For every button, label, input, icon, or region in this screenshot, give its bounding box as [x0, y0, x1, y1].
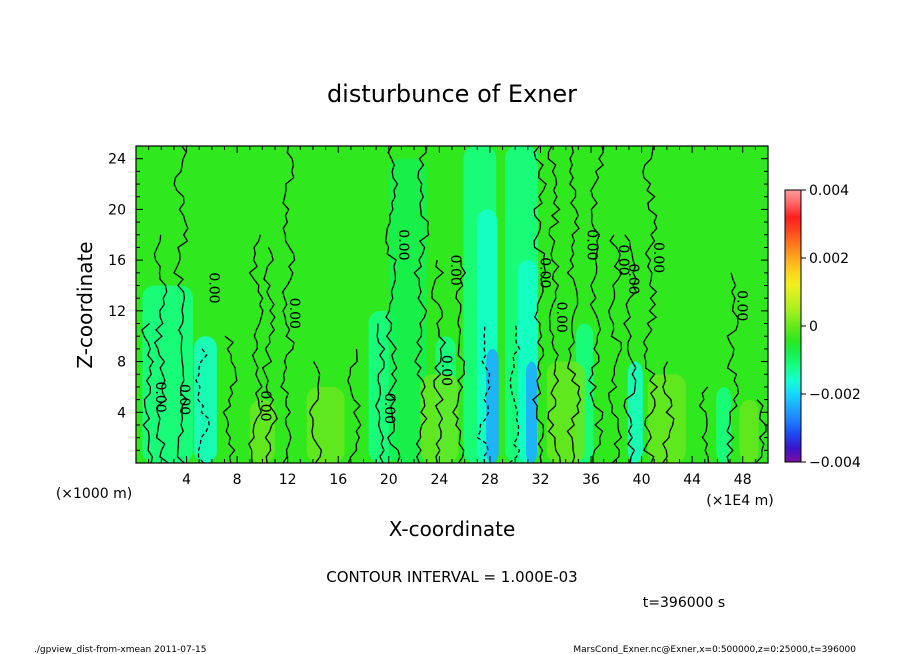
- contour-label: 0.00: [615, 245, 631, 276]
- x-tick-label: 36: [582, 472, 600, 488]
- contour-line: [385, 146, 401, 463]
- field-patch: [486, 348, 499, 463]
- colorbar-tick-label: 0.002: [809, 251, 849, 267]
- y-axis-label: Z-coordinate: [73, 241, 97, 368]
- field-patch: [627, 361, 643, 463]
- x-axis: 4 8 12 16 20 24 28 32 36 40 44 48: [148, 146, 756, 488]
- x-tick-label: 48: [734, 472, 752, 488]
- y-tick-label: 8: [117, 355, 126, 371]
- field-patch: [306, 386, 345, 463]
- colorbar-tick-label: −0.004: [809, 455, 861, 471]
- colorbar-ticks: 0.004 0.002 0 −0.002 −0.004: [801, 183, 861, 471]
- contour-line: [662, 361, 675, 463]
- x-tick-label: 28: [481, 472, 499, 488]
- contour-line: [566, 146, 582, 463]
- colorbar-tick-label: −0.002: [809, 387, 861, 403]
- contour-line: [547, 146, 561, 463]
- field-patch: [194, 336, 217, 463]
- contour-line: [347, 348, 362, 463]
- contour-line: [755, 399, 767, 463]
- plot-area: [136, 146, 768, 463]
- footer-left: ./gpview_dist-from-xmean 2011-07-15: [34, 645, 206, 654]
- contour-line: [623, 234, 637, 463]
- field-patch: [647, 374, 686, 463]
- contour-line: [508, 323, 521, 463]
- contour-line: [261, 247, 278, 463]
- x-tick-label: 24: [430, 472, 448, 488]
- contour-layer: [141, 146, 767, 463]
- colorbar-tick-label: 0: [809, 319, 818, 335]
- chart-title: disturbunce of Exner: [327, 80, 577, 108]
- contour-label: 0.00: [152, 381, 168, 412]
- y-tick-label: 4: [117, 405, 126, 421]
- field-patch: [525, 361, 538, 463]
- contour-label: 0.00: [583, 229, 599, 260]
- contour-line: [141, 323, 154, 463]
- colorbar-tick-label: 0.004: [809, 183, 849, 199]
- field-patch: [142, 285, 193, 463]
- contour-line: [532, 146, 547, 463]
- x-axis-label: X-coordinate: [389, 517, 516, 541]
- contour-line: [280, 146, 296, 463]
- contour-line: [413, 146, 430, 463]
- contour-line: [726, 272, 739, 463]
- contour-label: 0.00: [650, 242, 666, 273]
- y-tick-label: 12: [108, 304, 126, 320]
- field-patch: [420, 374, 459, 463]
- y-tick-label: 20: [108, 202, 126, 218]
- x-tick-label: 40: [633, 472, 651, 488]
- x-tick-label: 32: [532, 472, 550, 488]
- contour-label: 0.00: [734, 290, 750, 321]
- contour-label: 0.00: [257, 390, 273, 421]
- x-tick-label: 16: [329, 472, 347, 488]
- contour-label: 0.00: [176, 384, 192, 415]
- x-tick-label: 4: [182, 472, 191, 488]
- contour-line: [195, 348, 210, 463]
- contour-line: [374, 323, 386, 463]
- time-label: t=396000 s: [643, 595, 725, 611]
- y-tick-label: 16: [108, 253, 126, 269]
- field-patch: [739, 399, 759, 463]
- field-patch: [249, 399, 276, 463]
- contour-label: 0.00: [286, 298, 302, 329]
- y-tick-label: 24: [108, 152, 126, 168]
- contour-label: 0.00: [536, 257, 552, 288]
- contour-line: [698, 386, 710, 463]
- contour-label: 0.00: [625, 264, 641, 295]
- x-tick-label: 20: [380, 472, 398, 488]
- contour-interval-text: CONTOUR INTERVAL = 1.000E-03: [326, 568, 577, 586]
- contour-line: [587, 146, 604, 463]
- contour-line: [308, 361, 323, 463]
- contour-label: 0.00: [438, 355, 454, 386]
- contour-label: 0.00: [205, 272, 221, 303]
- x-tick-label: 12: [279, 472, 297, 488]
- colorbar: [784, 189, 802, 463]
- footer-right: MarsCond_Exner.nc@Exner,x=0:500000,z=0:2…: [573, 645, 856, 654]
- contour-line: [452, 260, 467, 463]
- x-tick-label: 44: [683, 472, 701, 488]
- y-unit-label: (×1000 m): [56, 486, 132, 502]
- field-layer: [142, 146, 759, 463]
- contour-line: [476, 323, 491, 463]
- contour-labels: 0.00 0.000.000.000.000.000.000.000.00 0.00…: [152, 229, 749, 424]
- x-unit-label: (×1E4 m): [706, 493, 773, 509]
- contour-line: [642, 146, 659, 463]
- contour-label: 0.00: [553, 302, 569, 333]
- contour-line: [431, 259, 447, 463]
- contour-label: 0.00: [395, 229, 411, 260]
- field-patch: [388, 158, 427, 463]
- y-axis: 4 8 12 16 20 24: [108, 152, 768, 451]
- contour-label: 0.00: [447, 255, 463, 286]
- field-patch: [546, 361, 585, 463]
- contour-line: [173, 146, 189, 463]
- contour-line: [248, 234, 264, 463]
- contour-line: [153, 234, 169, 463]
- x-tick-label: 8: [233, 472, 242, 488]
- contour-line: [608, 234, 623, 463]
- contour-line: [222, 335, 238, 463]
- contour-label: 0.00: [381, 393, 397, 424]
